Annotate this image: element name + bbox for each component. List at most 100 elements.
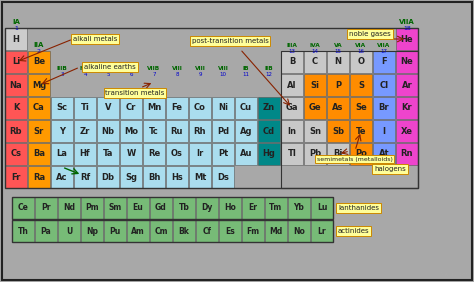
Bar <box>166 97 188 119</box>
Text: Mg: Mg <box>32 80 46 89</box>
Bar <box>311 197 333 219</box>
Text: Bh: Bh <box>148 173 160 182</box>
Text: VB: VB <box>103 66 112 71</box>
Text: Tl: Tl <box>288 149 296 158</box>
Bar <box>51 120 73 142</box>
Bar <box>12 220 333 242</box>
Text: W: W <box>127 149 136 158</box>
Text: IVA: IVA <box>310 43 320 48</box>
Bar <box>304 97 326 119</box>
Bar <box>396 28 418 50</box>
Text: B: B <box>289 58 295 67</box>
Bar <box>189 143 211 165</box>
Bar <box>373 97 395 119</box>
Text: Tb: Tb <box>179 204 190 213</box>
Text: Sg: Sg <box>125 173 137 182</box>
Text: Tc: Tc <box>149 127 159 135</box>
Text: Ne: Ne <box>401 58 413 67</box>
Bar <box>258 120 280 142</box>
Bar <box>120 120 142 142</box>
Text: Re: Re <box>148 149 160 158</box>
Text: Ni: Ni <box>218 103 228 113</box>
Text: Yb: Yb <box>293 204 304 213</box>
Text: Gd: Gd <box>155 204 167 213</box>
Text: Rh: Rh <box>194 127 206 135</box>
Text: Ga: Ga <box>286 103 298 113</box>
Text: noble gases: noble gases <box>349 31 391 37</box>
Text: IIIA: IIIA <box>287 43 298 48</box>
Text: No: No <box>293 226 305 235</box>
Text: IB: IB <box>243 66 249 71</box>
Bar <box>281 74 303 96</box>
Bar <box>281 143 303 165</box>
Text: Pt: Pt <box>218 149 228 158</box>
Text: lanthanides: lanthanides <box>338 205 379 211</box>
Text: Cl: Cl <box>380 80 389 89</box>
Bar <box>350 143 372 165</box>
Bar <box>5 120 27 142</box>
Text: Ac: Ac <box>56 173 68 182</box>
Bar <box>235 143 257 165</box>
Bar <box>166 120 188 142</box>
Bar <box>74 120 96 142</box>
Text: Sb: Sb <box>332 127 344 135</box>
Bar <box>143 166 165 188</box>
Text: Rb: Rb <box>10 127 22 135</box>
Text: 17: 17 <box>381 49 388 54</box>
Bar <box>143 143 165 165</box>
Bar <box>35 220 57 242</box>
Bar <box>281 51 303 73</box>
Text: He: He <box>401 34 413 43</box>
Text: S.K. Lower: S.K. Lower <box>440 272 468 277</box>
Bar <box>212 166 234 188</box>
Bar <box>196 220 218 242</box>
Bar <box>265 220 287 242</box>
Bar <box>288 220 310 242</box>
Bar <box>28 166 50 188</box>
Text: O: O <box>357 58 365 67</box>
Bar <box>81 220 103 242</box>
Text: Au: Au <box>240 149 252 158</box>
Text: Fm: Fm <box>246 226 260 235</box>
Bar <box>150 197 172 219</box>
Text: Tm: Tm <box>269 204 283 213</box>
Bar <box>97 97 119 119</box>
Text: Ho: Ho <box>224 204 236 213</box>
Text: IIIB: IIIB <box>56 66 67 71</box>
Text: Po: Po <box>355 149 367 158</box>
Bar <box>373 143 395 165</box>
Text: Cf: Cf <box>202 226 211 235</box>
Text: Xe: Xe <box>401 127 413 135</box>
Bar <box>143 120 165 142</box>
Bar <box>58 197 80 219</box>
Text: VIA: VIA <box>356 43 366 48</box>
Text: semimetals (metalloids): semimetals (metalloids) <box>317 157 393 162</box>
Text: VIII: VIII <box>172 66 182 71</box>
Text: Bi: Bi <box>333 149 343 158</box>
Bar <box>304 74 326 96</box>
Text: Sm: Sm <box>109 204 122 213</box>
Text: Zn: Zn <box>263 103 275 113</box>
Bar <box>5 166 27 188</box>
Bar <box>120 166 142 188</box>
Text: As: As <box>332 103 344 113</box>
Text: Hf: Hf <box>80 149 91 158</box>
Text: Fe: Fe <box>172 103 182 113</box>
Bar <box>396 97 418 119</box>
Bar <box>219 197 241 219</box>
Text: Mt: Mt <box>194 173 206 182</box>
Text: Np: Np <box>86 226 98 235</box>
Text: Er: Er <box>248 204 257 213</box>
Bar <box>104 197 126 219</box>
Text: Mn: Mn <box>147 103 161 113</box>
Text: Ce: Ce <box>18 204 28 213</box>
Text: 2: 2 <box>37 49 41 54</box>
Text: Y: Y <box>59 127 65 135</box>
Bar <box>120 97 142 119</box>
Bar <box>196 197 218 219</box>
Text: Be: Be <box>33 58 45 67</box>
Text: Pd: Pd <box>217 127 229 135</box>
Bar <box>304 120 326 142</box>
Bar <box>51 166 73 188</box>
Bar <box>5 143 27 165</box>
